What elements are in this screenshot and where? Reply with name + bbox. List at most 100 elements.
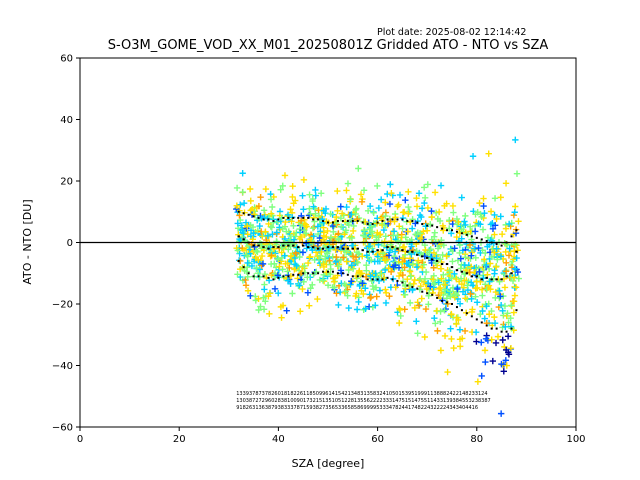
data-point [468, 252, 475, 259]
data-point [386, 246, 394, 254]
data-point [415, 302, 423, 309]
data-point [431, 229, 438, 236]
data-point [498, 230, 506, 238]
data-point [381, 266, 389, 274]
data-point [276, 224, 283, 231]
data-point [234, 247, 242, 254]
data-point [413, 263, 421, 271]
data-point [467, 279, 475, 286]
data-point [415, 257, 422, 264]
data-point [386, 200, 394, 208]
data-point [315, 212, 323, 220]
data-point [318, 248, 325, 256]
data-point [438, 289, 445, 297]
lower-std-marker [480, 321, 483, 324]
x-tick-label: 0 [77, 434, 83, 445]
data-point [443, 295, 451, 302]
mean-marker [460, 270, 464, 273]
lower-std-marker [287, 275, 290, 278]
data-point [239, 170, 246, 177]
data-point [513, 170, 521, 177]
data-point [253, 247, 260, 255]
lower-std-marker [351, 275, 354, 278]
upper-std-marker [356, 219, 359, 222]
data-point [484, 271, 491, 278]
data-point [268, 224, 276, 231]
data-point [456, 336, 464, 343]
mean-marker [381, 249, 384, 252]
data-point [438, 275, 445, 282]
data-point [451, 291, 459, 298]
data-point [376, 287, 384, 294]
data-point [443, 200, 450, 207]
data-point [425, 292, 432, 300]
data-point [405, 203, 412, 211]
data-point [432, 320, 439, 327]
data-point [323, 248, 331, 256]
mean-marker [242, 238, 245, 241]
data-point [254, 248, 261, 256]
data-point [330, 228, 337, 235]
data-point [343, 187, 350, 194]
data-point [406, 255, 414, 262]
data-point [363, 267, 370, 274]
lower-std-marker [401, 281, 404, 284]
upper-std-marker [257, 216, 260, 219]
data-point [294, 275, 301, 282]
data-point [448, 335, 455, 343]
data-point [233, 184, 241, 192]
upper-std-marker [515, 229, 518, 232]
data-point [462, 254, 469, 261]
data-point [317, 228, 324, 235]
data-point [375, 277, 383, 285]
data-point [417, 283, 424, 290]
data-point [435, 285, 443, 293]
data-point [323, 218, 330, 225]
data-point [502, 268, 510, 275]
data-point [279, 302, 287, 309]
y-tick-label: −40 [52, 361, 73, 372]
mean-marker [455, 269, 459, 272]
data-point [265, 233, 272, 240]
data-point [353, 306, 361, 313]
upper-std-marker [465, 233, 468, 236]
mean-marker [351, 247, 354, 250]
lower-std-marker [446, 301, 449, 304]
upper-std-marker [267, 218, 270, 221]
data-point [332, 246, 339, 254]
data-point [367, 294, 374, 302]
data-point [355, 250, 363, 257]
data-point [505, 351, 513, 358]
data-point [334, 207, 341, 215]
data-point [301, 216, 308, 224]
data-point [348, 234, 356, 242]
data-point [462, 295, 469, 302]
lower-std-marker [421, 290, 424, 293]
lower-std-marker [312, 272, 315, 275]
data-point [293, 262, 300, 270]
data-point [467, 255, 474, 262]
data-point [497, 253, 505, 260]
data-point [446, 267, 453, 274]
data-point [292, 233, 299, 240]
data-point [468, 236, 475, 243]
lower-std-marker [455, 306, 458, 309]
data-point [282, 218, 289, 226]
data-point [457, 255, 465, 262]
lower-std-marker [460, 309, 463, 312]
data-point [392, 284, 399, 291]
data-point [303, 223, 310, 230]
data-point [262, 228, 269, 235]
upper-std-marker [416, 221, 419, 224]
data-point [297, 217, 305, 224]
data-point [341, 242, 349, 249]
data-point [261, 270, 269, 278]
data-point [300, 206, 307, 213]
mean-marker [366, 250, 369, 253]
mean-marker [297, 246, 300, 249]
upper-std-marker [262, 218, 265, 221]
data-point [352, 253, 360, 261]
data-point [415, 190, 423, 197]
data-point [329, 222, 337, 230]
data-point [421, 199, 428, 207]
